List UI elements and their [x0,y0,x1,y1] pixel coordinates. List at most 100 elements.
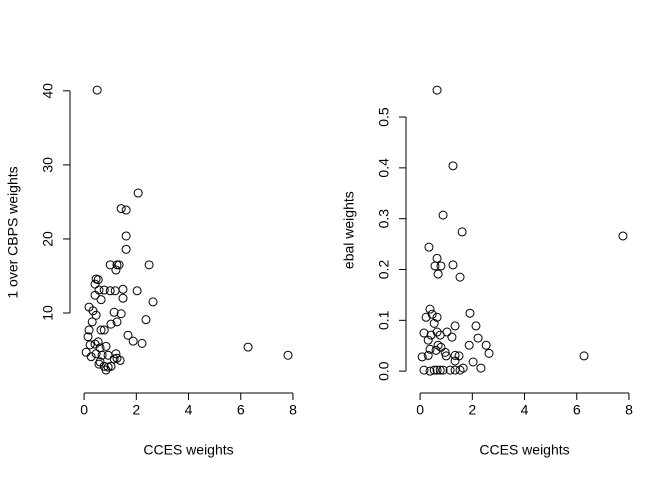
point [429,318,439,328]
y-tick-label: 0.3 [376,209,392,229]
x-tick-label: 0 [416,402,424,418]
x-tick-label: 6 [237,402,245,418]
point [579,351,589,361]
point [114,260,124,270]
point [283,350,293,360]
point [132,286,142,296]
point [450,350,460,360]
point [109,354,119,364]
point [93,275,103,285]
point [101,341,111,351]
point [99,325,109,335]
point [84,325,94,335]
x-tick-label: 8 [625,402,633,418]
point [450,356,460,366]
point [468,357,478,367]
point [441,351,451,361]
point [133,188,143,198]
point [423,335,433,345]
point [447,332,457,342]
y-tick-label: 10 [40,305,56,321]
point [91,349,101,359]
point [96,295,106,305]
x-tick-label: 4 [185,402,193,418]
x-tick-label: 6 [573,402,581,418]
point [436,261,446,271]
point [118,284,128,294]
point [426,330,436,340]
point [427,309,437,319]
point [438,210,448,220]
point [448,161,458,171]
point [121,231,131,241]
y-tick-label: 0.5 [376,107,392,127]
point [85,340,95,350]
x-axis-title: CCES weights [143,442,233,458]
point [95,357,105,367]
point [448,260,458,270]
point [101,365,111,375]
point [148,297,158,307]
x-tick-label: 0 [80,402,88,418]
y-tick-label: 0.1 [376,310,392,330]
point [99,285,109,295]
point [457,227,467,237]
point [110,286,120,296]
point [419,328,429,338]
point [91,310,101,320]
point [123,330,133,340]
point [424,242,434,252]
point [433,269,443,279]
point [111,265,121,275]
y-tick-label: 40 [40,83,56,99]
point [103,350,113,360]
y-tick-label: 0.4 [376,158,392,178]
y-axis-title: 1 over CBPS weights [5,166,21,298]
point [425,366,435,376]
point [432,365,442,375]
point [484,348,494,358]
point [430,261,440,271]
point [121,205,131,215]
point [445,365,455,375]
point [421,312,431,322]
point [93,337,103,347]
point [423,350,433,360]
point [116,309,126,319]
point [121,244,131,254]
point [105,286,115,296]
point [419,365,429,375]
point [116,204,126,214]
point [481,340,491,350]
point [105,260,115,270]
point [618,231,628,241]
point [431,345,441,355]
point [417,352,427,362]
point [111,349,121,359]
y-axis-title: ebal weights [341,191,357,269]
point [94,285,104,295]
point [465,308,475,318]
y-tick-label: 0.0 [376,361,392,381]
point [476,363,486,373]
point [112,260,122,270]
point [96,325,106,335]
x-tick-label: 8 [289,402,297,418]
point [432,312,442,322]
point [137,338,147,348]
point [128,336,138,346]
point [81,347,91,357]
point [432,327,442,337]
point [97,350,107,360]
point [87,317,97,327]
point [141,315,151,325]
x-tick-label: 2 [132,402,140,418]
x-tick-label: 2 [468,402,476,418]
point [144,260,154,270]
y-tick-label: 0.2 [376,260,392,280]
point [86,352,96,362]
point [425,344,435,354]
point [243,342,253,352]
point [106,319,116,329]
